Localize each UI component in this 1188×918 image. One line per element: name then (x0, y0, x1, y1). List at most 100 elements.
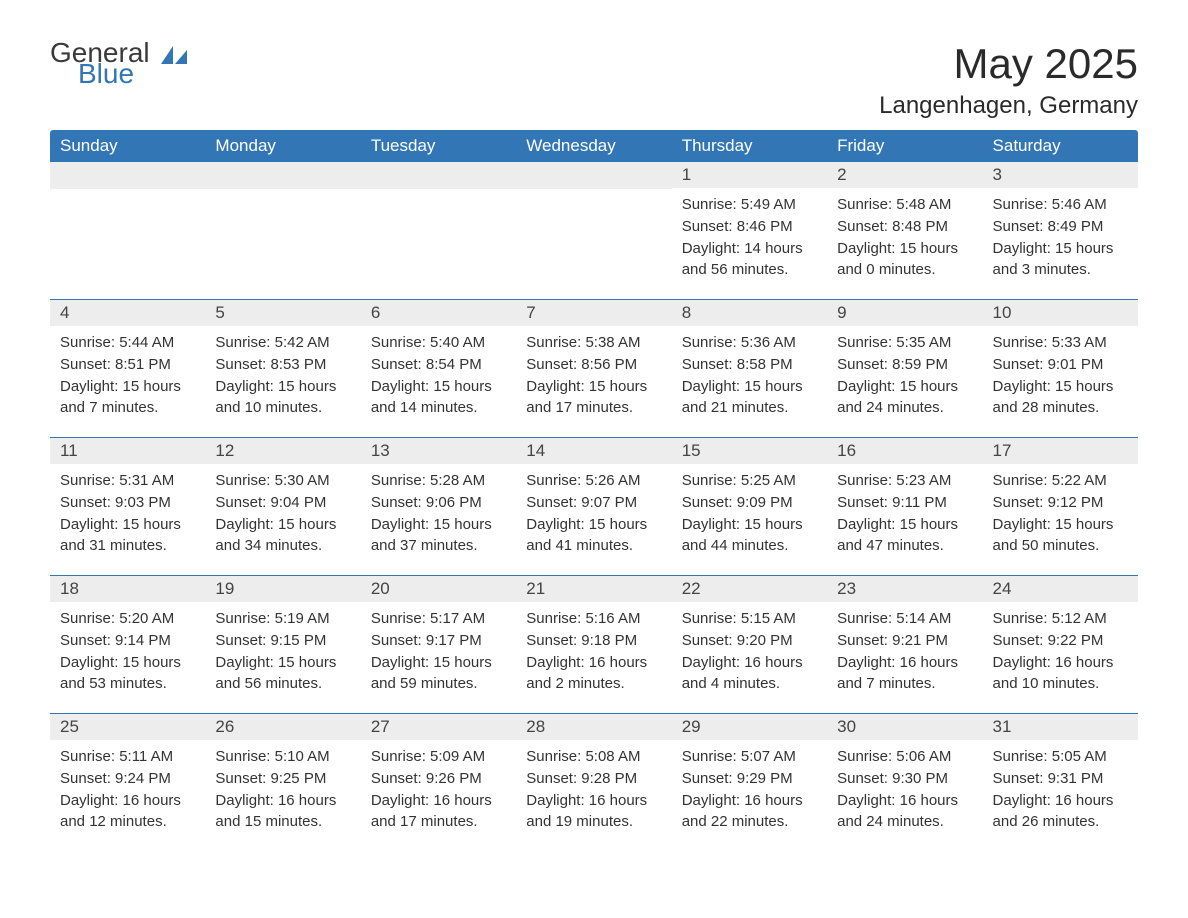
day-cell: 15Sunrise: 5:25 AMSunset: 9:09 PMDayligh… (672, 438, 827, 576)
day-header-wednesday: Wednesday (516, 130, 671, 162)
day-number: 17 (983, 438, 1138, 464)
day-cell: 10Sunrise: 5:33 AMSunset: 9:01 PMDayligh… (983, 300, 1138, 438)
day-cell: 23Sunrise: 5:14 AMSunset: 9:21 PMDayligh… (827, 576, 982, 714)
daylight-text: Daylight: 15 hours and 28 minutes. (993, 376, 1128, 420)
sunrise-text: Sunrise: 5:36 AM (682, 332, 817, 354)
day-number: 30 (827, 714, 982, 740)
day-cell: 31Sunrise: 5:05 AMSunset: 9:31 PMDayligh… (983, 714, 1138, 852)
day-cell: 27Sunrise: 5:09 AMSunset: 9:26 PMDayligh… (361, 714, 516, 852)
calendar-table: Sunday Monday Tuesday Wednesday Thursday… (50, 130, 1138, 851)
day-number: 27 (361, 714, 516, 740)
sunrise-text: Sunrise: 5:05 AM (993, 746, 1128, 768)
week-row: 18Sunrise: 5:20 AMSunset: 9:14 PMDayligh… (50, 576, 1138, 714)
sunrise-text: Sunrise: 5:25 AM (682, 470, 817, 492)
day-cell: 22Sunrise: 5:15 AMSunset: 9:20 PMDayligh… (672, 576, 827, 714)
sunset-text: Sunset: 8:58 PM (682, 354, 817, 376)
sunset-text: Sunset: 9:26 PM (371, 768, 506, 790)
day-content: Sunrise: 5:42 AMSunset: 8:53 PMDaylight:… (205, 326, 360, 419)
day-cell: 2Sunrise: 5:48 AMSunset: 8:48 PMDaylight… (827, 162, 982, 300)
day-cell: 13Sunrise: 5:28 AMSunset: 9:06 PMDayligh… (361, 438, 516, 576)
daylight-text: Daylight: 15 hours and 56 minutes. (215, 652, 350, 696)
daylight-text: Daylight: 15 hours and 53 minutes. (60, 652, 195, 696)
day-content: Sunrise: 5:08 AMSunset: 9:28 PMDaylight:… (516, 740, 671, 833)
location-subtitle: Langenhagen, Germany (879, 92, 1138, 120)
sunset-text: Sunset: 8:51 PM (60, 354, 195, 376)
day-cell: 7Sunrise: 5:38 AMSunset: 8:56 PMDaylight… (516, 300, 671, 438)
day-number: 31 (983, 714, 1138, 740)
sunset-text: Sunset: 9:21 PM (837, 630, 972, 652)
day-cell: 11Sunrise: 5:31 AMSunset: 9:03 PMDayligh… (50, 438, 205, 576)
day-number: 25 (50, 714, 205, 740)
day-content: Sunrise: 5:26 AMSunset: 9:07 PMDaylight:… (516, 464, 671, 557)
sunrise-text: Sunrise: 5:07 AM (682, 746, 817, 768)
day-content: Sunrise: 5:22 AMSunset: 9:12 PMDaylight:… (983, 464, 1138, 557)
sunset-text: Sunset: 9:31 PM (993, 768, 1128, 790)
day-number: 14 (516, 438, 671, 464)
empty-day-bar (50, 162, 205, 189)
daylight-text: Daylight: 16 hours and 26 minutes. (993, 790, 1128, 834)
day-content: Sunrise: 5:05 AMSunset: 9:31 PMDaylight:… (983, 740, 1138, 833)
day-number: 23 (827, 576, 982, 602)
day-content: Sunrise: 5:16 AMSunset: 9:18 PMDaylight:… (516, 602, 671, 695)
sunset-text: Sunset: 9:06 PM (371, 492, 506, 514)
day-content: Sunrise: 5:17 AMSunset: 9:17 PMDaylight:… (361, 602, 516, 695)
day-number: 2 (827, 162, 982, 188)
sunrise-text: Sunrise: 5:31 AM (60, 470, 195, 492)
day-content: Sunrise: 5:46 AMSunset: 8:49 PMDaylight:… (983, 188, 1138, 281)
sunrise-text: Sunrise: 5:38 AM (526, 332, 661, 354)
day-cell: 16Sunrise: 5:23 AMSunset: 9:11 PMDayligh… (827, 438, 982, 576)
sunrise-text: Sunrise: 5:42 AM (215, 332, 350, 354)
sunrise-text: Sunrise: 5:30 AM (215, 470, 350, 492)
daylight-text: Daylight: 15 hours and 3 minutes. (993, 238, 1128, 282)
day-cell (50, 162, 205, 300)
day-number: 7 (516, 300, 671, 326)
day-cell (516, 162, 671, 300)
day-cell: 20Sunrise: 5:17 AMSunset: 9:17 PMDayligh… (361, 576, 516, 714)
day-cell: 1Sunrise: 5:49 AMSunset: 8:46 PMDaylight… (672, 162, 827, 300)
day-cell: 18Sunrise: 5:20 AMSunset: 9:14 PMDayligh… (50, 576, 205, 714)
sunset-text: Sunset: 9:24 PM (60, 768, 195, 790)
sunset-text: Sunset: 9:12 PM (993, 492, 1128, 514)
month-title: May 2025 (879, 40, 1138, 88)
day-header-saturday: Saturday (983, 130, 1138, 162)
sunset-text: Sunset: 8:53 PM (215, 354, 350, 376)
day-content: Sunrise: 5:30 AMSunset: 9:04 PMDaylight:… (205, 464, 360, 557)
sunset-text: Sunset: 9:18 PM (526, 630, 661, 652)
daylight-text: Daylight: 15 hours and 0 minutes. (837, 238, 972, 282)
sunrise-text: Sunrise: 5:46 AM (993, 194, 1128, 216)
day-cell: 29Sunrise: 5:07 AMSunset: 9:29 PMDayligh… (672, 714, 827, 852)
brand-logo: General Blue (50, 40, 187, 86)
day-content: Sunrise: 5:14 AMSunset: 9:21 PMDaylight:… (827, 602, 982, 695)
sunrise-text: Sunrise: 5:28 AM (371, 470, 506, 492)
day-cell: 28Sunrise: 5:08 AMSunset: 9:28 PMDayligh… (516, 714, 671, 852)
sunrise-text: Sunrise: 5:20 AM (60, 608, 195, 630)
daylight-text: Daylight: 14 hours and 56 minutes. (682, 238, 817, 282)
day-content: Sunrise: 5:10 AMSunset: 9:25 PMDaylight:… (205, 740, 360, 833)
day-content: Sunrise: 5:15 AMSunset: 9:20 PMDaylight:… (672, 602, 827, 695)
sunset-text: Sunset: 9:30 PM (837, 768, 972, 790)
day-number: 16 (827, 438, 982, 464)
day-number: 9 (827, 300, 982, 326)
sunset-text: Sunset: 8:46 PM (682, 216, 817, 238)
day-content: Sunrise: 5:19 AMSunset: 9:15 PMDaylight:… (205, 602, 360, 695)
sunset-text: Sunset: 9:17 PM (371, 630, 506, 652)
day-cell: 19Sunrise: 5:19 AMSunset: 9:15 PMDayligh… (205, 576, 360, 714)
sunset-text: Sunset: 9:25 PM (215, 768, 350, 790)
day-cell: 4Sunrise: 5:44 AMSunset: 8:51 PMDaylight… (50, 300, 205, 438)
week-row: 25Sunrise: 5:11 AMSunset: 9:24 PMDayligh… (50, 714, 1138, 852)
day-cell: 8Sunrise: 5:36 AMSunset: 8:58 PMDaylight… (672, 300, 827, 438)
day-content: Sunrise: 5:25 AMSunset: 9:09 PMDaylight:… (672, 464, 827, 557)
sunrise-text: Sunrise: 5:19 AM (215, 608, 350, 630)
sunset-text: Sunset: 9:04 PM (215, 492, 350, 514)
day-cell: 25Sunrise: 5:11 AMSunset: 9:24 PMDayligh… (50, 714, 205, 852)
daylight-text: Daylight: 15 hours and 14 minutes. (371, 376, 506, 420)
day-content: Sunrise: 5:11 AMSunset: 9:24 PMDaylight:… (50, 740, 205, 833)
daylight-text: Daylight: 15 hours and 37 minutes. (371, 514, 506, 558)
sunset-text: Sunset: 9:28 PM (526, 768, 661, 790)
empty-day-bar (361, 162, 516, 189)
daylight-text: Daylight: 16 hours and 7 minutes. (837, 652, 972, 696)
sunrise-text: Sunrise: 5:33 AM (993, 332, 1128, 354)
sunset-text: Sunset: 9:20 PM (682, 630, 817, 652)
day-number: 4 (50, 300, 205, 326)
sunrise-text: Sunrise: 5:10 AM (215, 746, 350, 768)
